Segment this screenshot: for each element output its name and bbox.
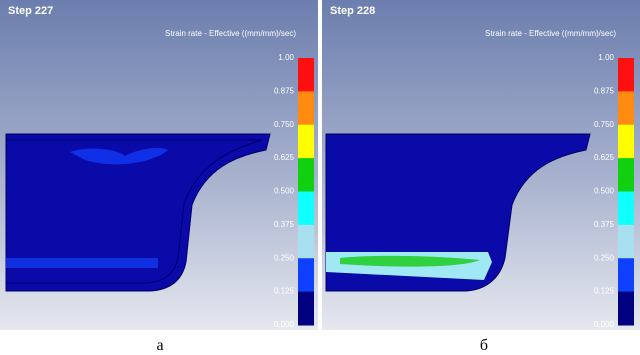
colorbar-label: 0.000 [274,320,295,329]
colorbar-label: 0.125 [274,287,295,296]
strain-zone [6,258,158,268]
colorbar-segment [298,125,314,159]
colorbar-label: 0.750 [594,120,615,129]
colorbar-label: 0.250 [594,253,615,262]
colorbar-segment [618,292,634,326]
colorbar-label: 0.250 [274,253,295,262]
figure: Step 227 Strain rate - Effective ((mm/mm… [0,0,640,355]
colorbar-label: 0.000 [594,320,615,329]
colorbar-segment [618,225,634,259]
colorbar-label: 0.875 [274,86,295,95]
colorbar-label: 0.625 [274,153,295,162]
legend-title: Strain rate - Effective ((mm/mm)/sec) [485,29,616,38]
colorbar-segment [618,192,634,226]
colorbar-segment [618,58,634,92]
caption: а [156,337,163,354]
colorbar-segment [618,91,634,125]
step-label: Step 228 [330,5,375,17]
colorbar-segment [298,58,314,92]
colorbar-segment [298,225,314,259]
colorbar-label: 0.875 [594,86,615,95]
colorbar-label: 1.00 [598,53,614,62]
colorbar-label: 0.500 [274,187,295,196]
colorbar-label: 0.500 [594,187,615,196]
colorbar-segment [298,158,314,192]
colorbar-label: 0.375 [594,220,615,229]
caption: б [480,337,488,354]
panel: Step 228 Strain rate - Effective ((mm/mm… [322,0,640,330]
colorbar-segment [618,125,634,159]
colorbar-segment [298,292,314,326]
colorbar-label: 0.125 [594,287,615,296]
colorbar-segment [618,258,634,292]
colorbar-label: 0.750 [274,120,295,129]
colorbar-segment [298,91,314,125]
panel: Step 227 Strain rate - Effective ((mm/mm… [0,0,318,330]
colorbar-label: 1.00 [278,53,294,62]
step-label: Step 227 [8,5,53,17]
colorbar-segment [298,258,314,292]
colorbar-label: 0.625 [594,153,615,162]
colorbar-segment [298,192,314,226]
colorbar-segment [618,158,634,192]
colorbar-label: 0.375 [274,220,295,229]
legend-title: Strain rate - Effective ((mm/mm)/sec) [165,29,296,38]
